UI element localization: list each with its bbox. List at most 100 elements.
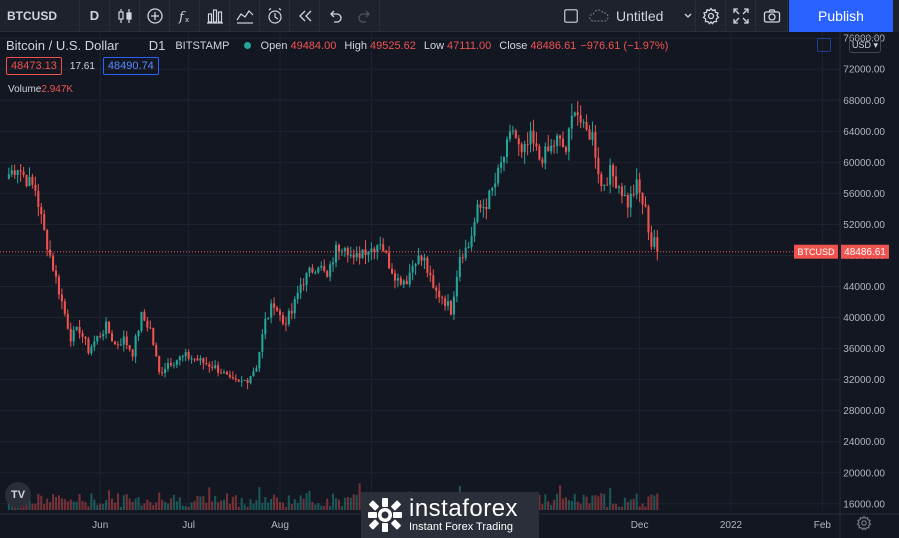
candle-body — [532, 130, 535, 144]
publish-button[interactable]: Publish — [789, 0, 893, 32]
last-price-tag — [841, 244, 889, 259]
candle-body — [334, 244, 338, 263]
volume-bar — [606, 506, 609, 510]
candle-body — [508, 131, 511, 140]
candle-body — [40, 206, 43, 214]
y-tick-label: 56000.00 — [843, 189, 885, 200]
interval-button[interactable]: D — [80, 0, 110, 32]
candle-body — [196, 358, 199, 361]
volume-bar — [647, 496, 650, 510]
volume-bar — [49, 502, 52, 510]
candle-body — [72, 329, 75, 342]
candle-body — [172, 364, 175, 366]
volume-bar — [314, 504, 317, 510]
candle-body — [222, 372, 226, 374]
camera-icon[interactable] — [756, 0, 788, 32]
volume-bar — [576, 501, 579, 510]
sell-price-button[interactable]: 48473.13 — [6, 57, 62, 75]
volume-bar — [46, 498, 49, 510]
redo-icon[interactable] — [350, 0, 380, 32]
candle-body — [497, 167, 500, 184]
volume-bar — [31, 503, 34, 510]
candle-body — [49, 249, 52, 256]
close-value: 48486.61 — [530, 39, 577, 52]
time-axis-settings-icon[interactable] — [856, 515, 872, 531]
candle-body — [146, 320, 149, 328]
lock-scale-icon[interactable] — [817, 38, 831, 52]
candle-body — [37, 190, 40, 207]
layout-icon[interactable] — [556, 0, 586, 32]
volume-bar — [19, 505, 22, 510]
buy-price-button[interactable]: 48490.74 — [102, 57, 159, 75]
volume-bar — [208, 487, 211, 510]
volume-bar — [252, 503, 255, 510]
volume-bar — [538, 494, 541, 510]
y-tick-label: 76000.00 — [843, 34, 885, 45]
candle-body — [116, 344, 119, 346]
volume-bar — [541, 504, 544, 510]
candle-body — [75, 326, 78, 330]
close-label: Close — [499, 39, 528, 52]
candle-body — [514, 130, 517, 139]
candle-body — [25, 174, 28, 187]
alert-icon[interactable] — [260, 0, 290, 32]
volume-bar — [96, 504, 99, 510]
volume-bar — [63, 499, 66, 510]
volume-value: 2.947K — [41, 84, 74, 95]
candle-body — [402, 280, 405, 285]
volume-bar — [81, 500, 84, 510]
candle-body — [290, 310, 293, 314]
candle-body — [140, 311, 143, 331]
candle-body — [57, 276, 60, 295]
symbol-search-button[interactable]: BTCUSD — [0, 0, 80, 32]
volume-bar — [169, 498, 172, 510]
layout-name-button[interactable]: Untitled — [586, 0, 696, 32]
candle-body — [641, 192, 644, 205]
candles-icon[interactable] — [110, 0, 140, 32]
fullscreen-icon[interactable] — [726, 0, 756, 32]
x-tick-label: 2022 — [720, 520, 743, 531]
price-chart[interactable]: 16000.00 20000.00 24000.00 28000.00 32000.00… — [0, 32, 899, 538]
candle-body — [647, 206, 650, 233]
volume-bar — [270, 498, 273, 510]
candle-body — [567, 128, 570, 152]
volume-bar — [355, 494, 358, 510]
candle-body — [234, 378, 237, 380]
legend-interval: D1 — [148, 38, 166, 53]
candle-body — [246, 379, 249, 384]
add-icon[interactable] — [140, 0, 170, 32]
volume-bar — [34, 503, 37, 510]
candle-body — [10, 170, 13, 175]
candle-body — [137, 330, 140, 337]
candle-body — [90, 346, 93, 354]
y-tick-label: 44000.00 — [843, 282, 885, 293]
volume-bar — [579, 503, 582, 510]
undo-icon[interactable] — [320, 0, 350, 32]
volume-bar — [57, 495, 60, 510]
replay-icon[interactable] — [290, 0, 320, 32]
candle-body — [31, 176, 34, 185]
currency-select[interactable]: USD ▾ — [849, 37, 881, 53]
volume-bar — [570, 500, 573, 510]
volume-bar — [54, 497, 58, 510]
chevron-down-icon — [685, 13, 692, 18]
candle-body — [317, 267, 320, 273]
candle-body — [16, 170, 19, 176]
candle-body — [473, 221, 476, 236]
y-tick-label: 64000.00 — [843, 127, 885, 138]
tradingview-logo-icon[interactable]: TV — [5, 482, 31, 508]
candle-body — [479, 204, 482, 208]
candle-body — [547, 146, 550, 152]
settings-icon[interactable] — [696, 0, 726, 32]
volume-bar — [620, 506, 623, 510]
candle-body — [264, 318, 267, 335]
compare-icon[interactable] — [230, 0, 260, 32]
candle-body — [19, 170, 22, 172]
watermark-tagline: Instant Forex Trading — [409, 520, 513, 533]
templates-icon[interactable] — [200, 0, 230, 32]
candle-body — [252, 371, 255, 377]
volume-bar — [149, 502, 152, 510]
volume-bar — [320, 505, 323, 510]
candle-body — [202, 358, 205, 364]
